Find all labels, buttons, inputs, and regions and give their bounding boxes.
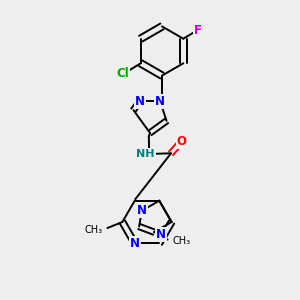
Text: NH: NH [136, 149, 155, 159]
Text: N: N [155, 95, 165, 108]
Text: O: O [176, 135, 187, 148]
Text: N: N [137, 204, 147, 217]
Text: CH₃: CH₃ [85, 225, 103, 235]
Text: N: N [156, 228, 166, 241]
Text: F: F [194, 24, 202, 37]
Text: Cl: Cl [116, 67, 129, 80]
Text: N: N [130, 237, 140, 250]
Text: CH₃: CH₃ [173, 236, 191, 246]
Text: N: N [135, 95, 145, 108]
